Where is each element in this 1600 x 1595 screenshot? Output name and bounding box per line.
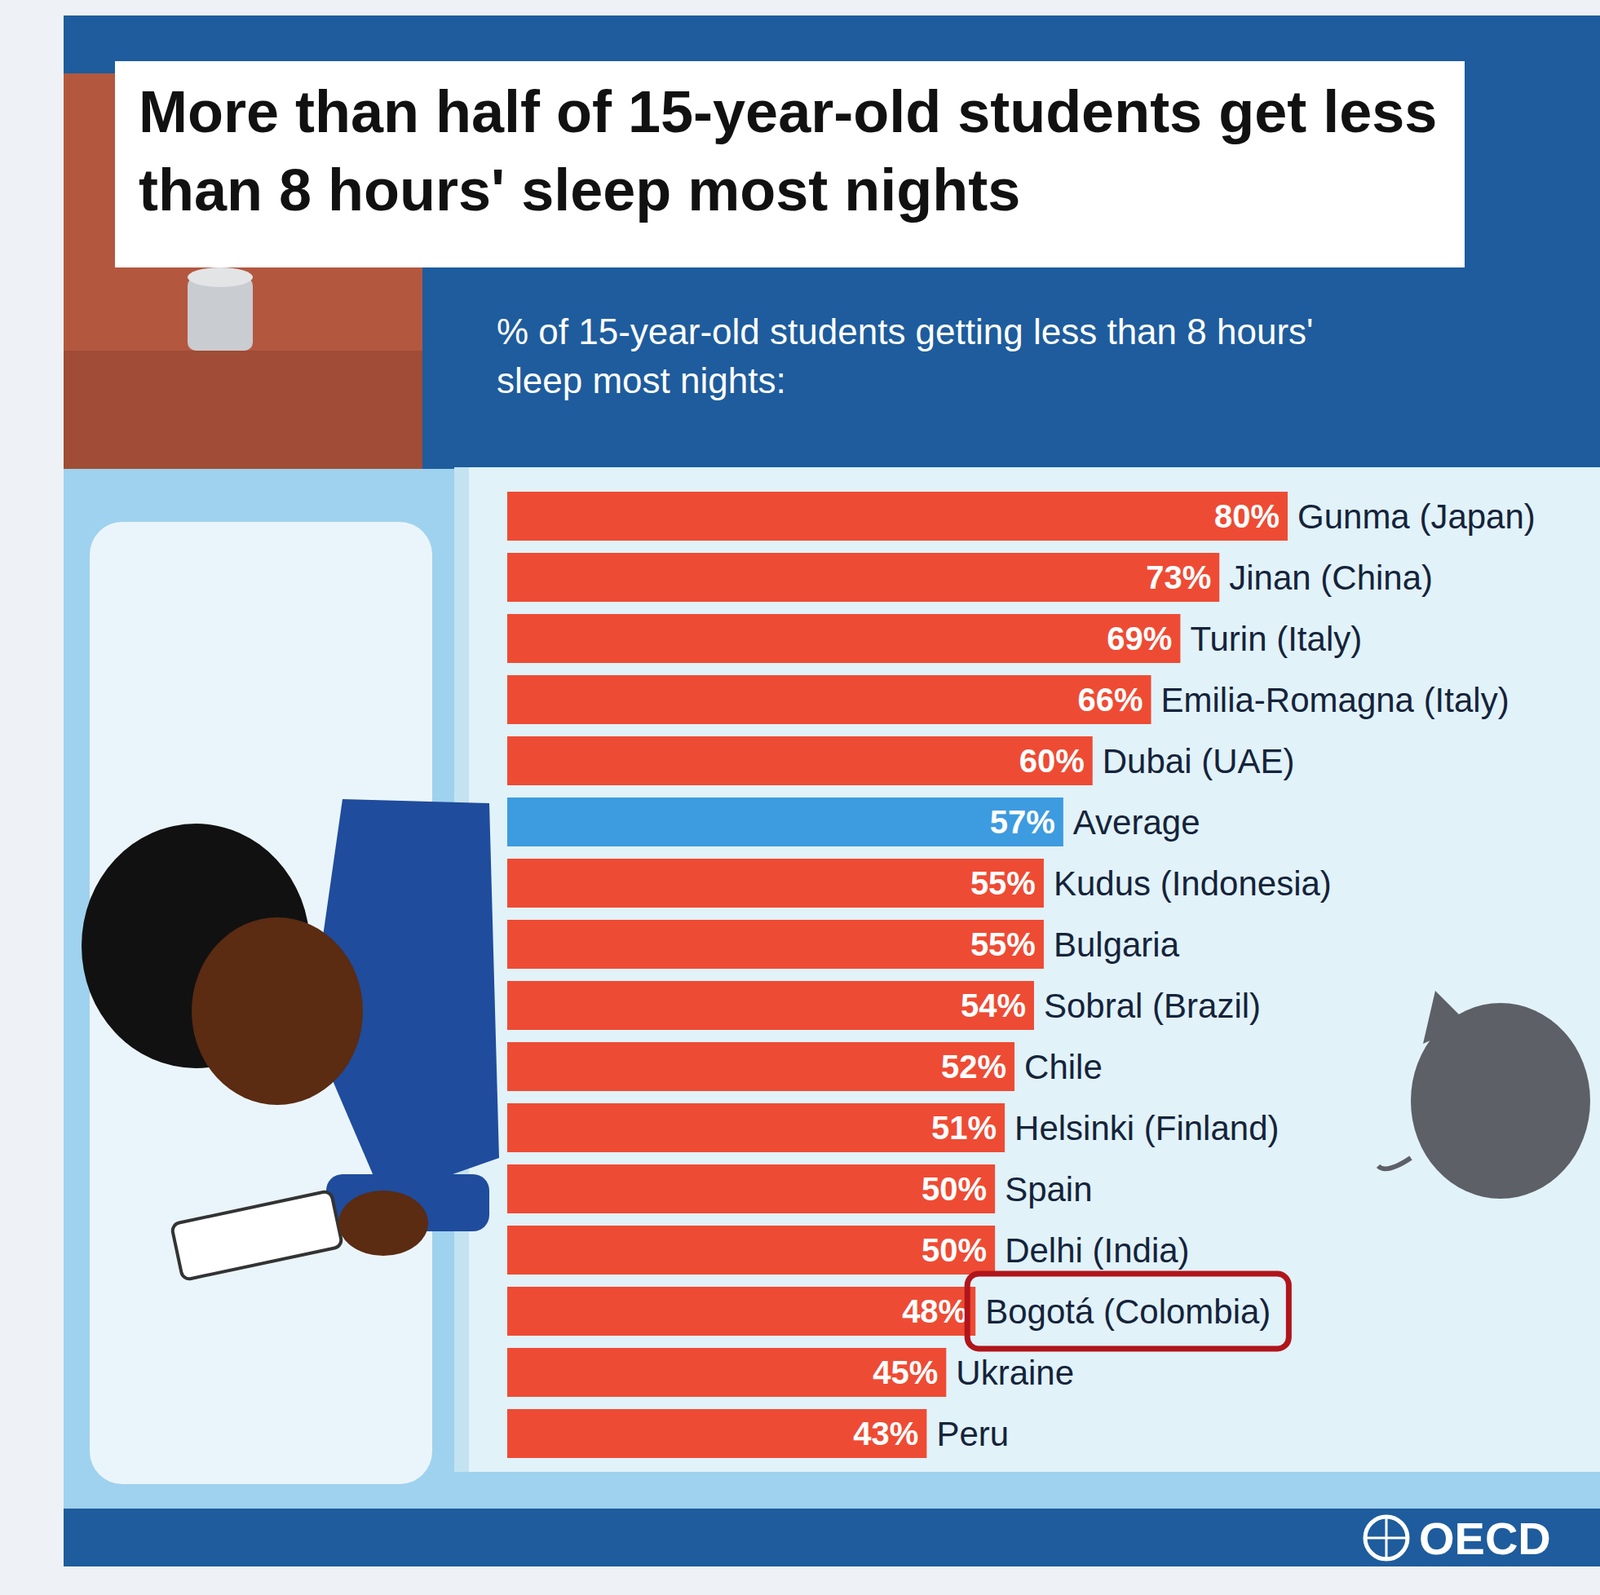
category-label: Bulgaria [1053, 925, 1181, 964]
category-label: Jinan (China) [1228, 558, 1433, 597]
source: OECD [1418, 1512, 1552, 1565]
data-label: 69% [1106, 620, 1172, 657]
person-face [191, 917, 363, 1105]
bar [507, 1042, 1015, 1092]
person-hand [338, 1190, 429, 1256]
bar [507, 1164, 995, 1214]
category-label: Spain [1004, 1170, 1092, 1209]
category-label: Bogotá (Colombia) [985, 1292, 1271, 1331]
category-label: Peru [936, 1414, 1009, 1454]
title-box [114, 61, 1465, 268]
bar [507, 858, 1044, 908]
bar [507, 1348, 946, 1397]
category-label: Turin (Italy) [1189, 619, 1362, 659]
category-label: Helsinki (Finland) [1014, 1109, 1279, 1148]
data-label: 48% [901, 1293, 968, 1330]
bar [507, 797, 1064, 847]
data-label: 50% [921, 1171, 987, 1207]
text-line: than 8 hours' sleep most nights [138, 157, 1021, 223]
data-label: 60% [1019, 742, 1085, 779]
bar [507, 1225, 995, 1275]
bottom-band [63, 1508, 1600, 1567]
highlight-box [967, 1273, 1289, 1349]
frame [63, 15, 1600, 1567]
cup-top [187, 267, 253, 288]
data-label: 43% [853, 1415, 919, 1452]
data-label: 80% [1214, 498, 1280, 535]
text-line: More than half of 15-year-old students g… [138, 79, 1437, 145]
page-background [0, 0, 1600, 1595]
bar [507, 675, 1152, 725]
chart-panel [454, 467, 1600, 1472]
data-label: 45% [872, 1354, 938, 1391]
bar [507, 491, 1288, 541]
data-label: 57% [990, 804, 1056, 840]
title: More than half of 15-year-old students g… [138, 79, 1437, 223]
data-label: 51% [931, 1109, 997, 1146]
bar [507, 736, 1093, 786]
data-label: 66% [1077, 681, 1143, 718]
category-label: Chile [1024, 1047, 1103, 1087]
data-label: 54% [960, 987, 1026, 1024]
data-label: 55% [970, 926, 1036, 963]
category-label: Sobral (Brazil) [1043, 986, 1261, 1026]
data-label: 73% [1145, 559, 1212, 596]
category-label: Ukraine [955, 1353, 1075, 1393]
bar [507, 552, 1220, 602]
subtitle: % of 15-year-old students getting less t… [496, 311, 1313, 401]
text-line: sleep most nights: [496, 360, 787, 401]
logo-globe [1365, 1516, 1408, 1560]
cat-whisker [1378, 1158, 1411, 1169]
bars [507, 491, 1288, 1459]
category-label: Delhi (India) [1004, 1231, 1189, 1270]
cup [187, 277, 253, 351]
bar [507, 981, 1035, 1030]
category-label: Gunma (Japan) [1297, 497, 1536, 536]
phone [171, 1190, 343, 1281]
cat-ear [1423, 990, 1468, 1044]
bar [507, 919, 1044, 969]
category-label: Dubai (UAE) [1102, 742, 1296, 781]
text-line: % of 15-year-old students getting less t… [496, 311, 1313, 352]
logo-globe-lines [1365, 1516, 1408, 1560]
category-label: Emilia-Romagna (Italy) [1161, 680, 1510, 720]
bar [507, 614, 1181, 663]
category-label: Kudus (Indonesia) [1053, 864, 1332, 903]
bar [507, 1103, 1005, 1153]
data-label: 52% [941, 1048, 1007, 1085]
data-label: 55% [970, 865, 1036, 902]
bar [507, 1409, 927, 1459]
category-label: Average [1073, 803, 1201, 842]
data-label: 50% [921, 1232, 987, 1269]
bedside-table-front [63, 350, 423, 469]
labels: 80% Gunma (Japan) 73% Jinan (China) 69% Turin… [853, 497, 1535, 1454]
bar [507, 1286, 976, 1336]
chart-root: More than half of 15-year-old students g… [0, 0, 1600, 1595]
